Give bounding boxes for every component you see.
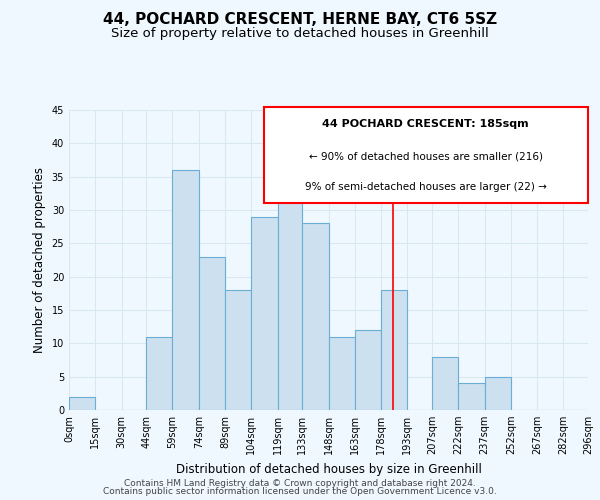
Bar [146, 336, 172, 410]
Bar [251, 216, 278, 410]
Bar [381, 290, 407, 410]
Text: Size of property relative to detached houses in Greenhill: Size of property relative to detached ho… [111, 28, 489, 40]
Text: ← 90% of detached houses are smaller (216): ← 90% of detached houses are smaller (21… [309, 152, 543, 162]
FancyBboxPatch shape [263, 106, 588, 204]
Text: 44, POCHARD CRESCENT, HERNE BAY, CT6 5SZ: 44, POCHARD CRESCENT, HERNE BAY, CT6 5SZ [103, 12, 497, 28]
Text: 9% of semi-detached houses are larger (22) →: 9% of semi-detached houses are larger (2… [305, 182, 547, 192]
Text: 44 POCHARD CRESCENT: 185sqm: 44 POCHARD CRESCENT: 185sqm [323, 118, 529, 128]
Bar [485, 376, 511, 410]
Bar [172, 170, 199, 410]
Bar [225, 290, 251, 410]
Bar [355, 330, 381, 410]
Bar [278, 176, 302, 410]
Y-axis label: Number of detached properties: Number of detached properties [33, 167, 46, 353]
Bar [199, 256, 225, 410]
Bar [432, 356, 458, 410]
X-axis label: Distribution of detached houses by size in Greenhill: Distribution of detached houses by size … [176, 462, 481, 475]
Text: Contains public sector information licensed under the Open Government Licence v3: Contains public sector information licen… [103, 487, 497, 496]
Bar [69, 396, 95, 410]
Bar [458, 384, 485, 410]
Text: Contains HM Land Registry data © Crown copyright and database right 2024.: Contains HM Land Registry data © Crown c… [124, 478, 476, 488]
Bar [302, 224, 329, 410]
Bar [329, 336, 355, 410]
